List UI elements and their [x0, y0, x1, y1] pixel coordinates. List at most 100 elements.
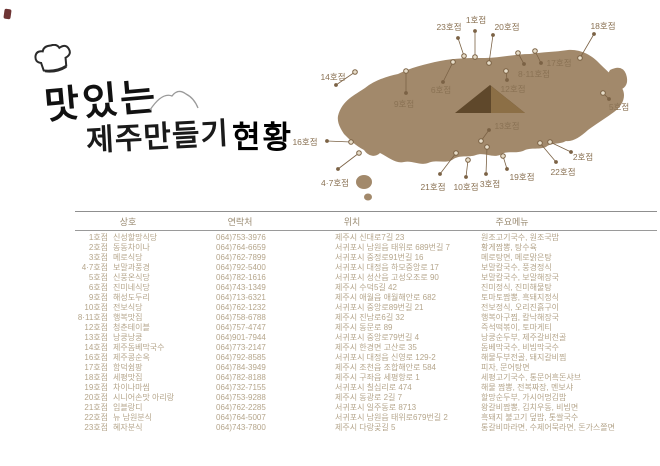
store-name-cell: 함덕쉼팡: [113, 363, 143, 372]
branch-location-dot: [356, 150, 362, 156]
location-cell: 제주시 구좌읍 세평항로 1: [335, 373, 420, 382]
table-header-rule: [75, 230, 657, 231]
branch-location-dot: [547, 139, 553, 145]
menu-cell: 할망순두부, 가시어멍김밥: [481, 393, 567, 402]
branch-label-dot: [404, 91, 408, 95]
branch-label-dot: [505, 78, 509, 82]
branch-location-dot: [600, 90, 606, 96]
contact-cell: 064)743-1349: [216, 283, 266, 292]
small-island-south-1: [356, 175, 372, 189]
marker-leader-line: [442, 61, 454, 83]
location-cell: 서귀포시 일주동로 8713: [335, 403, 417, 412]
branch-location-dot: [577, 55, 583, 61]
store-name-cell: 뉴 남원분식: [113, 413, 153, 422]
branch-no-cell: 21호점: [84, 403, 108, 412]
table-row: 22호점 뉴 남원분식 064)764-5007 서귀포시 남원읍 태위로679번길 …: [75, 413, 657, 423]
branch-location-dot: [465, 157, 471, 163]
contact-cell: 064)901-7944: [216, 333, 266, 342]
jeju-map: 14호점 23호점 1호점 20호점 18호점 17호점 8·11호점 6호점 12호점 9호점 5…: [280, 0, 660, 212]
branch-no-cell: 6호점: [88, 283, 108, 292]
branch-no-cell: 22호점: [84, 413, 108, 422]
location-cell: 서귀포시 성산읍 고성오조로 90: [335, 273, 439, 282]
branch-location-dot: [348, 139, 354, 145]
store-name-cell: 행복맛집: [113, 313, 143, 322]
col-header-store: 상호: [119, 217, 137, 227]
store-name-cell: 진미네식당: [113, 283, 150, 292]
menu-cell: 세평고기국수, 통문어흑돈샤브: [481, 373, 582, 382]
location-cell: 서귀포시 중정로91번길 16: [335, 253, 424, 262]
store-name-cell: 동동차이나: [113, 243, 150, 252]
branch-label-dot: [569, 150, 573, 154]
contact-cell: 064)792-5400: [216, 263, 266, 272]
table-row: 8·11호점 행복맛집 064)758-6788 제주시 진남로6길 32 행복아구찜,…: [75, 313, 657, 323]
branch-no-cell: 23호점: [84, 423, 108, 432]
branch-label: 14호점: [320, 72, 346, 82]
branch-label: 3호점: [479, 179, 501, 189]
store-name-cell: 신성할망식당: [113, 233, 158, 242]
contact-cell: 064)732-7155: [216, 383, 266, 392]
store-name-cell: 신풍온식당: [113, 273, 150, 282]
contact-cell: 064)757-4747: [216, 323, 266, 332]
table-row: 6호점 진미네식당 064)743-1349 제주시 수덕5길 42 진미정식, 진미해…: [75, 283, 657, 293]
contact-cell: 064)743-7800: [216, 423, 266, 432]
marker-leader-line: [457, 37, 465, 57]
mountain-sketch-icon: [149, 90, 199, 111]
table-row: 10호점 전보식당 064)762-1232 서귀포시 중앙로89번길 21 전보정식,…: [75, 303, 657, 313]
branch-no-cell: 3호점: [88, 253, 108, 262]
branch-label-dot: [336, 167, 340, 171]
contact-cell: 064)784-3949: [216, 363, 266, 372]
branch-label-dot: [334, 83, 338, 87]
store-name-cell: 보말과풍경: [113, 263, 150, 272]
menu-cell: 통갈비마라면, 수제어묵라면, 돈가스쫄면: [481, 423, 616, 432]
store-name-cell: 낭쿵낭쿵: [113, 333, 143, 342]
branch-no-cell: 2호점: [88, 243, 108, 252]
branch-label: 21호점: [420, 182, 446, 192]
store-name-cell: 혜자분식: [113, 423, 143, 432]
table-row: 4·7호점 보말과풍경 064)792-5400 서귀포시 대정읍 하모중앙로 17 보…: [75, 263, 657, 273]
branch-label: 13호점: [494, 121, 520, 131]
marker-leader-line: [439, 152, 457, 175]
branch-location-dot: [403, 68, 409, 74]
branch-label: 19호점: [509, 172, 535, 182]
branch-label-dot: [487, 128, 491, 132]
location-cell: 서귀포시 중앙로89번길 21: [335, 303, 424, 312]
branch-label-dot: [325, 139, 329, 143]
branch-label: 1호점: [465, 15, 487, 25]
branch-label: 20호점: [494, 22, 520, 32]
table-row: 19호점 차이나마씸 064)732-7155 서귀포시 칠십리로 474 해물 짬뽕,…: [75, 383, 657, 393]
jeju-island-shape: [325, 29, 628, 201]
menu-cell: 즉석떡볶이, 토마게티: [481, 323, 552, 332]
menu-cell: 왕갈비짬뽕, 김치우동, 비빔면: [481, 403, 579, 412]
branch-no-cell: 10호점: [84, 303, 108, 312]
menu-cell: 전보정식, 오리진흙구이: [481, 303, 560, 312]
contact-cell: 064)713-6321: [216, 293, 266, 302]
contact-cell: 064)762-7899: [216, 253, 266, 262]
contact-cell: 064)753-9288: [216, 393, 266, 402]
table-row: 3호점 메로식당 064)762-7899 서귀포시 중정로91번길 16 메로탕면, …: [75, 253, 657, 263]
marker-leader-line: [465, 159, 469, 178]
menu-cell: 진미정식, 진미해물탕: [481, 283, 552, 292]
marker-leader-line: [326, 140, 352, 143]
branch-no-cell: 17호점: [84, 363, 108, 372]
table-row: 14호점 제주돔베막국수 064)773-2147 제주시 한경면 고산로 35 돔베막…: [75, 343, 657, 353]
location-cell: 서귀포시 남원읍 태위로 689번길 7: [335, 243, 451, 252]
table-row: 13호점 낭쿵낭쿵 064)901-7944 서귀포시 중앙로79번길 4 낭쿵순두부,…: [75, 333, 657, 343]
table-row: 12호점 청춘테이블 064)757-4747 제주시 동문로 89 즉석떡볶이, 토마…: [75, 323, 657, 333]
branch-label-dot: [464, 175, 468, 179]
table-row: 20호점 시니어손맛 아리랑 064)753-9288 제주시 동광로 2길 7 할망순…: [75, 393, 657, 403]
branch-label-dot: [473, 29, 477, 33]
branch-no-cell: 12호점: [84, 323, 108, 332]
branch-location-dot: [478, 138, 484, 144]
menu-cell: 돔베막국수, 비빔막국수: [481, 343, 560, 352]
table-row: 23호점 혜자분식 064)743-7800 제주시 다랑곶길 5 통갈비마라면, 수제…: [75, 423, 657, 433]
branch-location-dot: [503, 68, 509, 74]
branch-label: 2호점: [572, 152, 594, 162]
branch-no-cell: 4·7호점: [81, 263, 108, 272]
branch-location-dot: [472, 54, 478, 60]
marker-leader-line: [335, 71, 356, 86]
store-name-cell: 세평맛집: [113, 373, 143, 382]
small-island-east: [607, 67, 628, 91]
branch-location-dot: [537, 140, 543, 146]
hallasan-mountain-light: [491, 86, 525, 113]
